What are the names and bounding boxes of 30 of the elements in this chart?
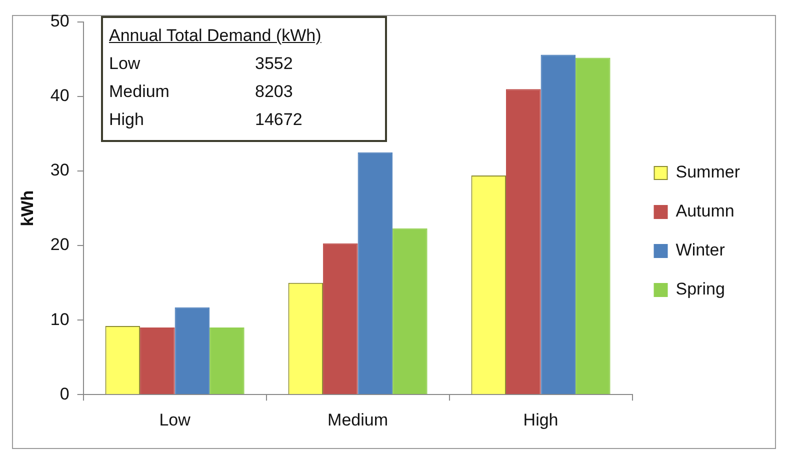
x-tick-label: Low bbox=[159, 410, 192, 430]
bar bbox=[506, 89, 541, 394]
x-tick-label: Medium bbox=[328, 410, 388, 430]
annotation: Medium bbox=[109, 81, 170, 103]
annotation: 8203 bbox=[255, 81, 293, 103]
annotation: 14672 bbox=[255, 109, 302, 131]
legend-label: Summer bbox=[676, 162, 740, 182]
y-tick-label: 30 bbox=[50, 160, 70, 180]
y-tick-label: 50 bbox=[50, 12, 70, 31]
annotation: Annual Total Demand (kWh) bbox=[109, 25, 322, 47]
legend-label: Winter bbox=[676, 240, 726, 260]
annotation: High bbox=[109, 109, 145, 131]
x-tick-label: High bbox=[523, 410, 558, 430]
bar bbox=[174, 307, 210, 394]
bar bbox=[540, 54, 576, 394]
bar bbox=[210, 328, 244, 394]
bar bbox=[392, 228, 428, 394]
bar bbox=[576, 58, 610, 394]
annotation: Low bbox=[109, 53, 142, 75]
y-tick-label: 40 bbox=[50, 86, 70, 106]
y-axis-title: kWh bbox=[18, 190, 37, 226]
y-tick-label: 0 bbox=[60, 384, 70, 404]
y-tick-label: 10 bbox=[50, 310, 70, 329]
annotation: 3552 bbox=[255, 53, 293, 75]
bar bbox=[140, 328, 175, 394]
y-tick-label: 20 bbox=[50, 235, 70, 254]
bar bbox=[323, 243, 358, 394]
legend-label: Spring bbox=[676, 280, 725, 299]
legend-label: Autumn bbox=[676, 202, 734, 221]
bar bbox=[358, 152, 393, 394]
